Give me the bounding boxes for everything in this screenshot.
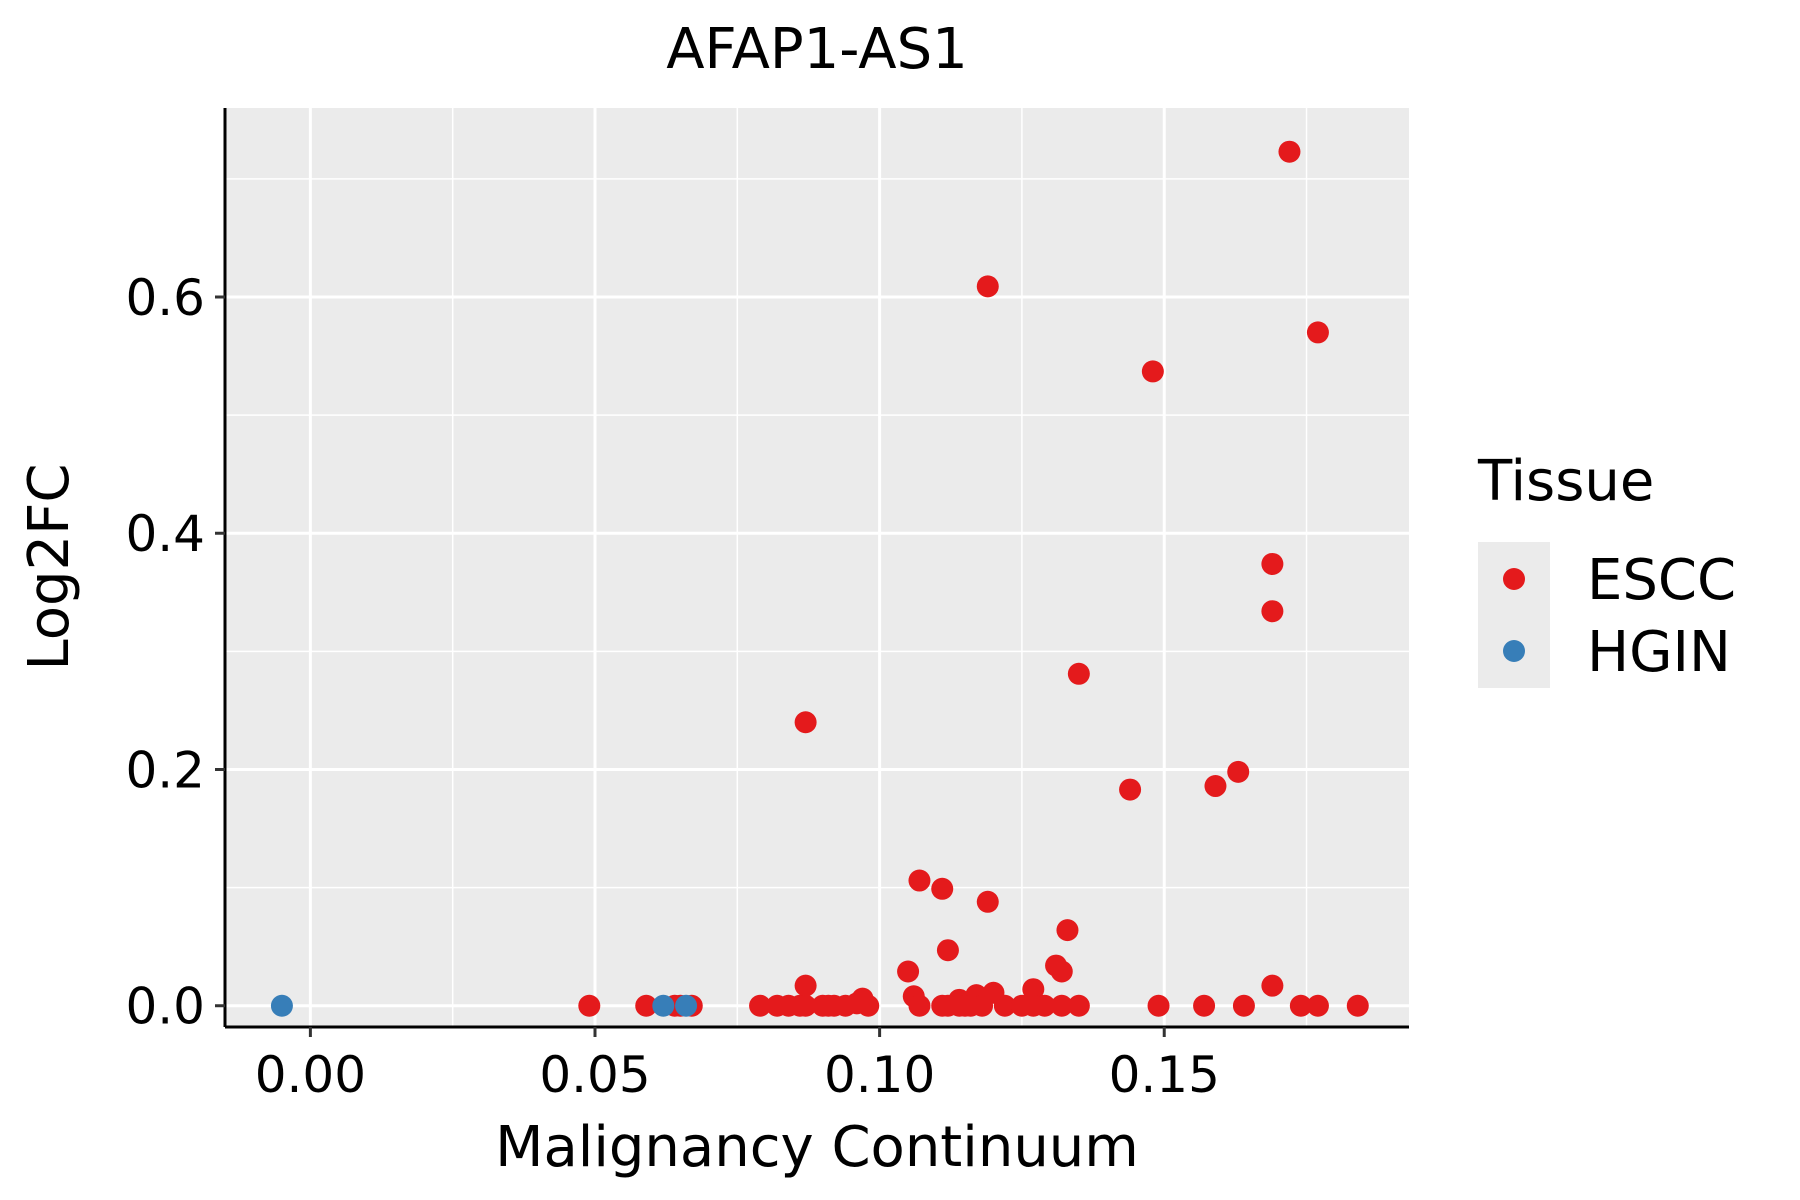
point-escc (993, 994, 1016, 1017)
legend-items: ESCC HGIN (1503, 548, 1736, 685)
legend-key-background (1478, 542, 1550, 688)
y-tick-label: 0.2 (125, 741, 205, 799)
point-escc (976, 890, 999, 913)
x-axis-title: Malignancy Continuum (495, 1115, 1139, 1180)
point-escc (908, 869, 931, 892)
legend-key-escc (1503, 568, 1525, 590)
point-escc (1227, 760, 1250, 783)
y-axis-ticks: 0.0 0.2 0.4 0.6 (125, 269, 225, 1036)
point-hgin (675, 994, 698, 1017)
point-escc (1278, 140, 1301, 163)
legend-title: Tissue (1477, 449, 1654, 514)
point-escc (1141, 360, 1164, 383)
point-escc (936, 939, 959, 962)
point-escc (1056, 919, 1079, 942)
point-escc (1147, 994, 1170, 1017)
point-escc (1050, 960, 1073, 983)
y-tick-label: 0.6 (125, 269, 205, 327)
point-escc (1289, 994, 1312, 1017)
point-escc (1204, 775, 1227, 798)
legend: Tissue ESCC HGIN (1477, 449, 1736, 688)
point-escc (1022, 978, 1045, 1001)
point-escc (1306, 994, 1329, 1017)
point-escc (1067, 662, 1090, 685)
point-escc (1261, 600, 1284, 623)
point-escc (1261, 974, 1284, 997)
point-escc (635, 994, 658, 1017)
point-escc (971, 994, 994, 1017)
legend-label-escc: ESCC (1587, 548, 1736, 613)
x-tick-label: 0.10 (824, 1046, 935, 1104)
point-escc (1119, 778, 1142, 801)
point-escc (1050, 994, 1073, 1017)
point-escc (1306, 321, 1329, 344)
point-escc (857, 994, 880, 1017)
x-tick-label: 0.00 (255, 1046, 366, 1104)
point-escc (794, 711, 817, 734)
x-tick-label: 0.15 (1109, 1046, 1220, 1104)
point-escc (1033, 994, 1056, 1017)
point-escc (1346, 994, 1369, 1017)
point-escc (908, 994, 931, 1017)
chart-title: AFAP1-AS1 (666, 17, 968, 82)
legend-key-hgin (1503, 640, 1525, 662)
y-axis-title: Log2FC (17, 464, 82, 671)
point-escc (794, 994, 817, 1017)
point-escc (1261, 552, 1284, 575)
point-escc (976, 275, 999, 298)
point-hgin (652, 994, 675, 1017)
x-axis-ticks: 0.00 0.05 0.10 0.15 (255, 1027, 1220, 1104)
point-escc (1232, 994, 1255, 1017)
y-tick-label: 0.0 (125, 978, 205, 1036)
point-escc (897, 960, 920, 983)
point-escc (1067, 994, 1090, 1017)
point-hgin (270, 994, 293, 1017)
point-escc (1193, 994, 1216, 1017)
plot-panel (225, 108, 1409, 1027)
data-points (270, 140, 1369, 1017)
point-escc (749, 994, 772, 1017)
legend-label-hgin: HGIN (1587, 620, 1731, 685)
point-escc (931, 877, 954, 900)
point-escc (578, 994, 601, 1017)
x-tick-label: 0.05 (539, 1046, 650, 1104)
point-escc (794, 974, 817, 997)
point-escc (834, 994, 857, 1017)
y-tick-label: 0.4 (125, 505, 205, 563)
